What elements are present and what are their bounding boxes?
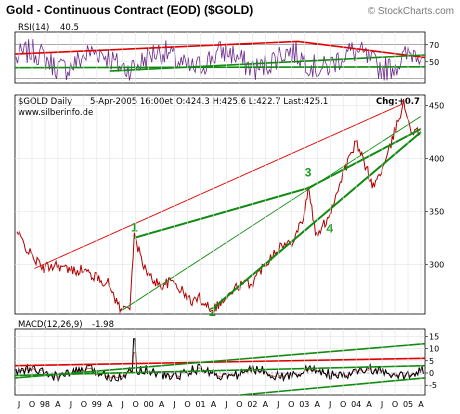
x-tick-label: A [315, 400, 321, 409]
y-tick-label: 5 [429, 357, 434, 366]
macd-axis: -5 0 5 10 15 [425, 332, 439, 390]
rsi-trendline-red [14, 40, 426, 59]
price-trendline-green [134, 128, 422, 239]
date-text: 5-Apr-2005 16:00et [90, 97, 174, 107]
price-trendline-red [34, 103, 404, 269]
x-tick-label: O [236, 400, 242, 409]
y-tick-label: 15 [429, 332, 439, 341]
y-tick-label: 70 [429, 41, 439, 50]
x-tick-label: J [328, 400, 331, 409]
x-tick-label: O [29, 400, 35, 409]
x-tick-label: J [380, 400, 383, 409]
x-tick-label: J [224, 400, 227, 409]
chart-title: Gold - Continuous Contract (EOD) ($GOLD) [6, 3, 253, 17]
x-tick-label: 99 [92, 400, 102, 409]
macd-value: -1.98 [92, 320, 114, 330]
macd-trendline-green [240, 377, 426, 396]
x-tick-label: A [211, 400, 217, 409]
macd-trendlines [14, 342, 426, 396]
x-tick-label: 04 [351, 400, 361, 409]
wave-label: 3 [305, 165, 312, 179]
watermark: © StockCharts.com [368, 6, 454, 17]
y-tick-label: 0 [429, 369, 434, 378]
price-trendline-green [121, 115, 422, 312]
macd-trendline-green [14, 342, 426, 379]
price-frame [14, 94, 426, 315]
x-tick-label: J [69, 400, 72, 409]
rsi-frame [14, 31, 426, 84]
x-tick-label: O [288, 400, 294, 409]
macd-trendline-red [14, 357, 426, 367]
x-tick-label: J [17, 400, 20, 409]
x-tick-label: 05 [403, 400, 413, 409]
x-tick-label: A [55, 400, 61, 409]
x-tick-label: A [366, 400, 372, 409]
rsi-axis: 50 70 [425, 41, 439, 67]
x-tick-label: O [81, 400, 87, 409]
rsi-panel: RSI(14) 40.5 50 70 [14, 23, 439, 84]
price-trendline-green [211, 131, 422, 310]
x-tick-label: J [121, 400, 124, 409]
x-tick-label: O [184, 400, 190, 409]
x-tick-label: J [172, 400, 175, 409]
x-tick-label: 00 [144, 400, 154, 409]
wave-label: 1 [131, 220, 138, 234]
macd-label: MACD(12,26,9) [18, 320, 83, 330]
rsi-trendline-green [14, 66, 426, 69]
x-tick-label: 02 [247, 400, 257, 409]
y-tick-label: -5 [429, 381, 437, 390]
macd-panel: MACD(12,26,9) -1.98 -5 0 5 10 15 [14, 320, 439, 396]
price-axis: 300 350 400 450 [425, 102, 444, 269]
x-tick-label: A [159, 400, 165, 409]
price-gridlines [15, 105, 425, 265]
x-tick-label: O [340, 400, 346, 409]
y-tick-label: 400 [429, 154, 444, 163]
y-tick-label: 10 [429, 345, 439, 354]
x-tick-label: 03 [299, 400, 309, 409]
y-tick-label: 300 [429, 260, 444, 269]
y-tick-label: 450 [429, 102, 444, 111]
x-tick-label: 01 [195, 400, 205, 409]
x-tick-label: A [263, 400, 269, 409]
source-text: www.silberinfo.de [18, 108, 93, 118]
change-text: Chg:+0.7 [376, 97, 420, 107]
x-axis: J O 98 A J O 99 A J O 00 A J O 01 A J O 02 A J O 03 A J O 04 A J O 05 A [17, 32, 424, 409]
x-tick-label: A [418, 400, 424, 409]
x-tick-label: J [276, 400, 279, 409]
rsi-value: 40.5 [60, 23, 79, 33]
y-tick-label: 50 [429, 58, 439, 67]
x-tick-label: 98 [40, 400, 50, 409]
price-panel: $GOLD Daily 5-Apr-2005 16:00et O:424.3 H… [14, 94, 444, 319]
wave-label: 2 [209, 305, 216, 319]
rsi-label: RSI(14) [18, 23, 49, 33]
x-tick-label: O [392, 400, 398, 409]
y-tick-label: 350 [429, 207, 444, 216]
price-trendlines [34, 103, 422, 312]
x-tick-label: A [107, 400, 113, 409]
x-tick-label: O [133, 400, 139, 409]
macd-trendline-green [14, 364, 426, 377]
